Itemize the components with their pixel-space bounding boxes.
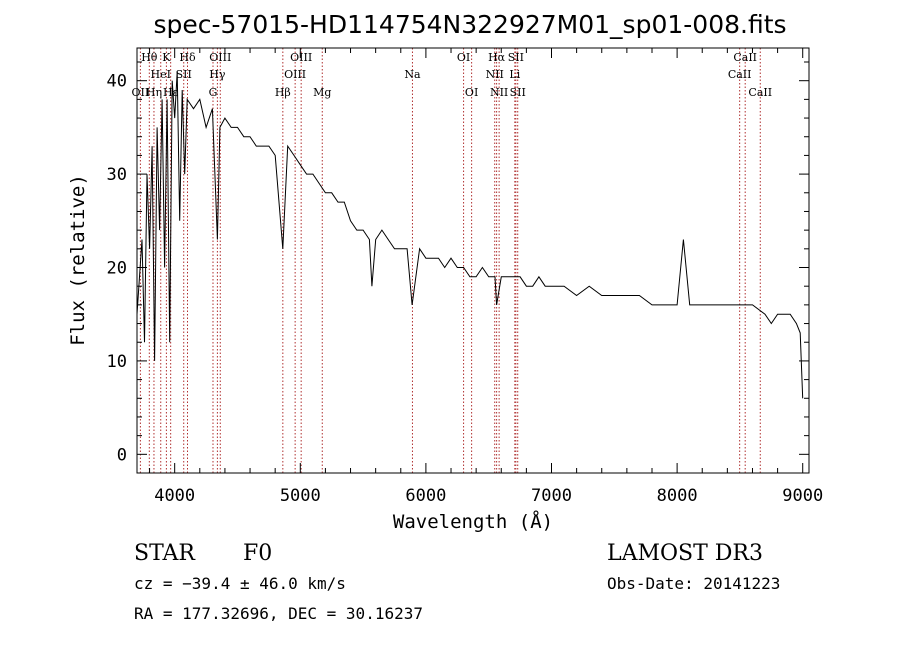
line-marker-label: Hε <box>163 86 179 99</box>
line-marker-label: G <box>209 86 218 99</box>
line-marker-label: HeI <box>151 68 171 81</box>
line-marker-label: OII <box>132 86 150 99</box>
line-marker-label: Hθ <box>141 51 158 64</box>
x-tick-label: 5000 <box>280 486 321 506</box>
plot-frame <box>136 47 810 474</box>
line-marker-label: SII <box>510 86 526 99</box>
coordinates: RA = 177.32696, DEC = 30.16237 <box>134 604 423 623</box>
y-tick-label: 0 <box>117 445 127 465</box>
spectrum-line <box>136 71 804 399</box>
x-tick-label: 7000 <box>531 486 572 506</box>
line-marker-label: Na <box>404 68 421 81</box>
line-marker-label: OI <box>465 86 478 99</box>
line-marker-label: SII <box>176 68 192 81</box>
line-marker-label: Mg <box>313 86 331 99</box>
line-marker-label: Hη <box>146 86 162 99</box>
line-marker-label: OIII <box>290 51 312 64</box>
line-marker-label: CaII <box>733 51 757 64</box>
observation-date: Obs-Date: 20141223 <box>607 574 780 593</box>
line-marker-label: NII <box>490 86 508 99</box>
chart-title: spec-57015-HD114754N322927M01_sp01-008.f… <box>153 10 786 39</box>
line-marker-labels: OII Hθ Hη HeI K Hε SII Hδ G Hγ OIII Hβ OIII OIII Mg Na O… <box>132 51 773 99</box>
line-marker-label: Hγ <box>209 68 226 81</box>
line-marker-label: Hβ <box>275 86 291 99</box>
line-marker-label: NII <box>486 68 504 81</box>
redshift-velocity: cz = −39.4 ± 46.0 km/s <box>134 574 346 593</box>
y-axis-ticks: 0 10 20 30 40 <box>107 61 809 465</box>
line-marker-label: OIII <box>284 68 306 81</box>
x-tick-label: 6000 <box>405 486 446 506</box>
y-tick-label: 30 <box>107 165 127 185</box>
x-tick-label: 4000 <box>154 486 195 506</box>
object-subclass: F0 <box>243 541 272 566</box>
x-tick-label: 8000 <box>657 486 698 506</box>
y-axis-label: Flux (relative) <box>67 174 89 346</box>
y-tick-label: 10 <box>107 352 127 372</box>
line-marker-label: Hα <box>488 51 506 64</box>
object-class: STAR <box>134 541 196 566</box>
line-marker-label: Hδ <box>179 51 196 64</box>
line-marker-label: Li <box>509 68 520 81</box>
survey-name: LAMOST DR3 <box>607 541 763 566</box>
y-tick-label: 40 <box>107 72 127 92</box>
x-tick-label: 9000 <box>782 486 823 506</box>
line-marker-label: CaII <box>748 86 772 99</box>
x-axis-ticks: 4000 5000 6000 7000 8000 9000 <box>149 48 823 506</box>
y-tick-label: 20 <box>107 259 127 279</box>
line-marker-label: K <box>162 51 171 64</box>
x-axis-label: Wavelength (Å) <box>393 510 553 533</box>
line-marker-label: SII <box>508 51 524 64</box>
line-marker-label: CaII <box>728 68 752 81</box>
line-marker-label: OI <box>457 51 470 64</box>
line-marker-label: OIII <box>209 51 231 64</box>
line-markers <box>139 48 761 473</box>
